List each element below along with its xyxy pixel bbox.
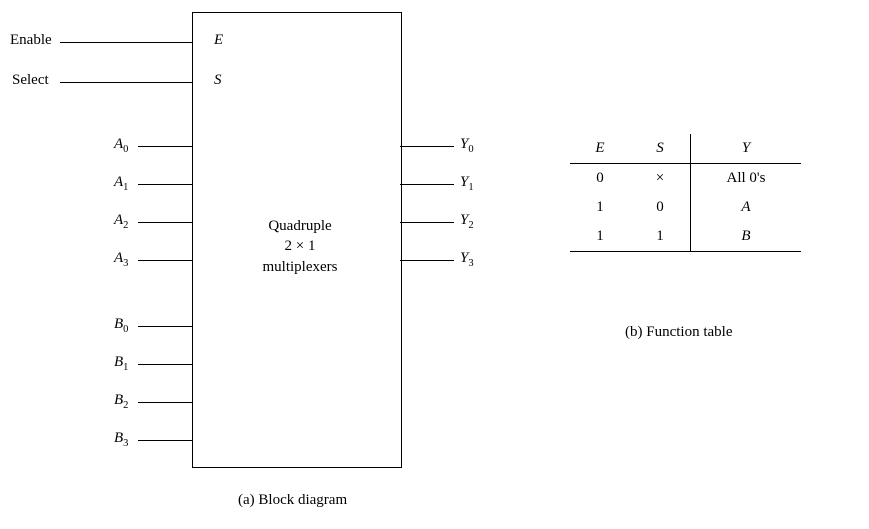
header-y: Y — [691, 134, 802, 164]
port-label-a0: A0 — [114, 136, 128, 155]
caption-function-table: (b) Function table — [625, 324, 732, 341]
port-label-a1: A1 — [114, 174, 128, 193]
port-label-b3: B3 — [114, 430, 128, 449]
wire-select — [60, 82, 192, 83]
table-row: 11B — [570, 222, 801, 252]
table-row: 0×All 0's — [570, 164, 801, 194]
wire-b1 — [138, 364, 192, 365]
wire-a0 — [138, 146, 192, 147]
wire-b0 — [138, 326, 192, 327]
wire-y0 — [400, 146, 454, 147]
cell-e: 1 — [570, 193, 630, 222]
header-e: E — [570, 134, 630, 164]
port-letter-select: S — [214, 72, 222, 89]
wire-enable — [60, 42, 192, 43]
cell-e: 0 — [570, 164, 630, 194]
header-s: S — [630, 134, 691, 164]
port-label-y1: Y1 — [460, 174, 474, 193]
port-label-a3: A3 — [114, 250, 128, 269]
cell-y: A — [691, 193, 802, 222]
cell-s: × — [630, 164, 691, 194]
mux-label-line2: 2 × 1 — [250, 236, 350, 256]
wire-a1 — [138, 184, 192, 185]
port-label-enable: Enable — [10, 32, 52, 49]
cell-y: B — [691, 222, 802, 252]
wire-y1 — [400, 184, 454, 185]
port-label-y3: Y3 — [460, 250, 474, 269]
table-row: 10A — [570, 193, 801, 222]
cell-e: 1 — [570, 222, 630, 252]
mux-label-line1: Quadruple — [250, 216, 350, 236]
mux-label-line3: multiplexers — [250, 257, 350, 277]
port-label-b2: B2 — [114, 392, 128, 411]
cell-s: 0 — [630, 193, 691, 222]
wire-a2 — [138, 222, 192, 223]
port-label-y2: Y2 — [460, 212, 474, 231]
port-label-a2: A2 — [114, 212, 128, 231]
port-label-b0: B0 — [114, 316, 128, 335]
function-table: E S Y 0×All 0's10A11B — [570, 134, 801, 252]
wire-b2 — [138, 402, 192, 403]
cell-y: All 0's — [691, 164, 802, 194]
wire-a3 — [138, 260, 192, 261]
function-table-header-row: E S Y — [570, 134, 801, 164]
mux-block-label: Quadruple 2 × 1 multiplexers — [250, 216, 350, 277]
wire-y3 — [400, 260, 454, 261]
wire-b3 — [138, 440, 192, 441]
port-label-select: Select — [12, 72, 49, 89]
port-label-y0: Y0 — [460, 136, 474, 155]
cell-s: 1 — [630, 222, 691, 252]
wire-y2 — [400, 222, 454, 223]
port-label-b1: B1 — [114, 354, 128, 373]
port-letter-enable: E — [214, 32, 223, 49]
caption-block-diagram: (a) Block diagram — [238, 492, 347, 509]
